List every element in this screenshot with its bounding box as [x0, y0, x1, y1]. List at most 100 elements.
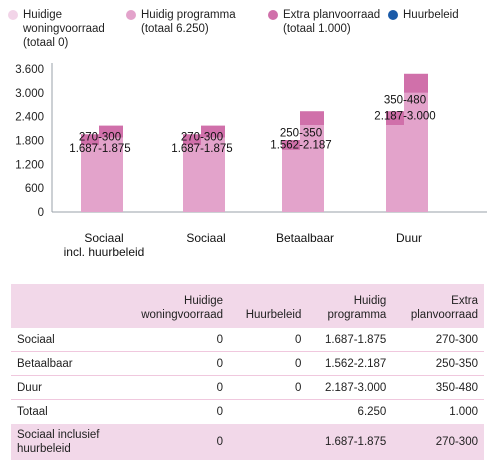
table-cell-2-1: 0	[120, 375, 230, 400]
y-tick-label-2: 1.200	[15, 159, 44, 171]
y-tick-label-5: 3.000	[15, 88, 44, 100]
table-header-0	[11, 284, 121, 328]
table-cell-text: 0	[216, 436, 224, 448]
table-cell-text: 250-350	[435, 357, 478, 370]
data-label-programma-0: 1.687-1.875	[69, 143, 130, 155]
y-tick-label-1: 600	[25, 183, 44, 195]
data-table: Huidige woningvoorraad Huurbeleid Huidig pro…	[11, 284, 484, 460]
table-header-row: Huidige woningvoorraad Huurbeleid Huidig pro…	[11, 284, 484, 328]
stacked-bar-chart: 0 600 1.200 1.800 2.400 3.000 3.600 1.687-1.875…	[15, 63, 487, 259]
x-category-label-1-0: Sociaal	[186, 231, 225, 245]
table-cell-4-4: 270-300	[392, 424, 484, 460]
table-cell-3-0: Totaal	[11, 399, 121, 424]
table-cell-text: Totaal	[17, 406, 48, 418]
data-label-extra-3: 350-480	[384, 94, 426, 106]
legend-label-1-1: (totaal 6.250)	[141, 23, 209, 35]
bar-extra-min-1	[183, 134, 201, 145]
legend-item-0: Huidige woningvoorraad (totaal 0)	[8, 8, 105, 50]
chart-legend: Huidige woningvoorraad (totaal 0) Huidig pr…	[8, 8, 484, 50]
table-cell-1-0: Betaalbaar	[11, 351, 121, 376]
legend-label-3-0: Huurbeleid	[403, 9, 459, 21]
legend-swatch-1	[126, 10, 136, 20]
table-cell-text: Duur	[17, 381, 42, 394]
bar-extra-min-3	[386, 111, 404, 126]
y-tick-label-4: 2.400	[15, 112, 44, 124]
bar-programma-min-3	[386, 125, 404, 212]
table-row: Duur 0 0 2.187-3.000 350-480	[11, 375, 484, 400]
x-category-label-0-0: Sociaal	[84, 231, 123, 245]
bar-programma-max-1	[201, 137, 225, 212]
legend-label-2-1: (totaal 1.000)	[283, 23, 351, 35]
table-header-1: Huidige woningvoorraad	[120, 284, 230, 328]
bar-programma-max-0	[99, 137, 123, 212]
table-cell-0-0: Sociaal	[11, 328, 121, 352]
table-cell-text: 0	[216, 333, 224, 346]
table-cell-4-2	[229, 424, 308, 460]
table-cell-4-0: Sociaal inclusief huurbeleid	[11, 424, 121, 460]
bar-extra-max-2	[300, 111, 324, 126]
table-cell-0-4: 270-300	[392, 328, 484, 352]
data-label-extra-1: 270-300	[181, 132, 223, 144]
table-cell-text: 350-480	[435, 381, 478, 394]
legend-swatch-2	[268, 10, 278, 20]
table-cell-text: 270-300	[435, 333, 478, 346]
table-cell-text: 0	[216, 357, 224, 370]
data-label-extra-2: 250-350	[280, 127, 322, 139]
legend-label-0-2: (totaal 0)	[23, 37, 69, 49]
legend-item-2: Extra planvoorraad (totaal 1.000)	[268, 8, 380, 36]
table-cell-text: 1.000	[449, 406, 478, 418]
y-tick-label-3: 1.800	[15, 136, 44, 148]
bar-programma-min-1	[183, 144, 201, 212]
table-header-2: Huurbeleid	[229, 284, 308, 328]
table-cell-text: 2.187-3.000	[324, 381, 387, 394]
legend-swatch-0	[8, 10, 18, 20]
y-tick-label-6: 3.600	[15, 64, 44, 76]
table-cell-text: Sociaal	[17, 333, 55, 346]
table-cell-2-3: 2.187-3.000	[307, 375, 393, 400]
table-header-text-4-1: planvoorraad	[410, 309, 478, 321]
bar-programma-min-0	[81, 144, 99, 212]
table-cell-4-1: 0	[120, 424, 230, 460]
y-tick-label-0: 0	[38, 207, 44, 219]
table-header-text-3-0: Huidig	[353, 295, 387, 307]
legend-label-0-0: Huidige	[23, 9, 62, 21]
table-cell-1-3: 1.562-2.187	[307, 351, 393, 376]
legend-item-1: Huidig programma (totaal 6.250)	[126, 8, 236, 36]
table-cell-0-1: 0	[120, 328, 230, 352]
table-header-text-2-0: Huurbeleid	[245, 309, 302, 321]
table-cell-text: 1.687-1.875	[324, 436, 387, 448]
table-cell-1-4: 250-350	[392, 351, 484, 376]
table-row: Sociaal 0 0 1.687-1.875 270-300	[11, 328, 484, 352]
bar-extra-min-2	[282, 140, 300, 150]
table-cell-0-3: 1.687-1.875	[307, 328, 393, 352]
bar-extra-max-3	[404, 73, 428, 93]
legend-label-0-1: woningvoorraad	[23, 23, 105, 35]
table-cell-text: 0	[216, 406, 224, 418]
x-category-label-3-0: Duur	[396, 231, 422, 245]
table-cell-text: Sociaal inclusief	[17, 429, 100, 441]
x-category-label-2-0: Betaalbaar	[276, 231, 334, 245]
table-cell-text: 0	[294, 357, 302, 370]
table-cell-text: huurbeleid	[17, 443, 71, 455]
table-row: Sociaal inclusief huurbeleid 0 1.687-1.875 2…	[11, 424, 484, 460]
table-cell-3-1: 0	[120, 399, 230, 424]
bar-extra-max-0	[99, 125, 123, 138]
bar-extra-min-0	[81, 134, 99, 145]
table-cell-4-3: 1.687-1.875	[307, 424, 393, 460]
table-row: Betaalbaar 0 0 1.562-2.187 250-350	[11, 351, 484, 376]
table-cell-2-4: 350-480	[392, 375, 484, 400]
table-cell-2-0: Duur	[11, 375, 121, 400]
legend-swatch-3	[388, 10, 398, 20]
bar-programma-max-2	[300, 125, 324, 212]
table-cell-text: 0	[216, 381, 224, 394]
table-header-4: Extra planvoorraad	[392, 284, 484, 328]
table-header-3: Huidig programma	[307, 284, 393, 328]
table-header-text-1-1: woningvoorraad	[141, 309, 224, 321]
legend-label-2-0: Extra planvoorraad	[283, 9, 381, 21]
table-cell-1-2: 0	[229, 351, 308, 376]
table-cell-text: 270-300	[435, 436, 478, 448]
data-label-programma-3: 2.187-3.000	[374, 111, 435, 123]
table-cell-text: 0	[294, 381, 302, 394]
table-cell-3-2	[229, 399, 308, 424]
table-cell-text: 0	[294, 333, 302, 346]
